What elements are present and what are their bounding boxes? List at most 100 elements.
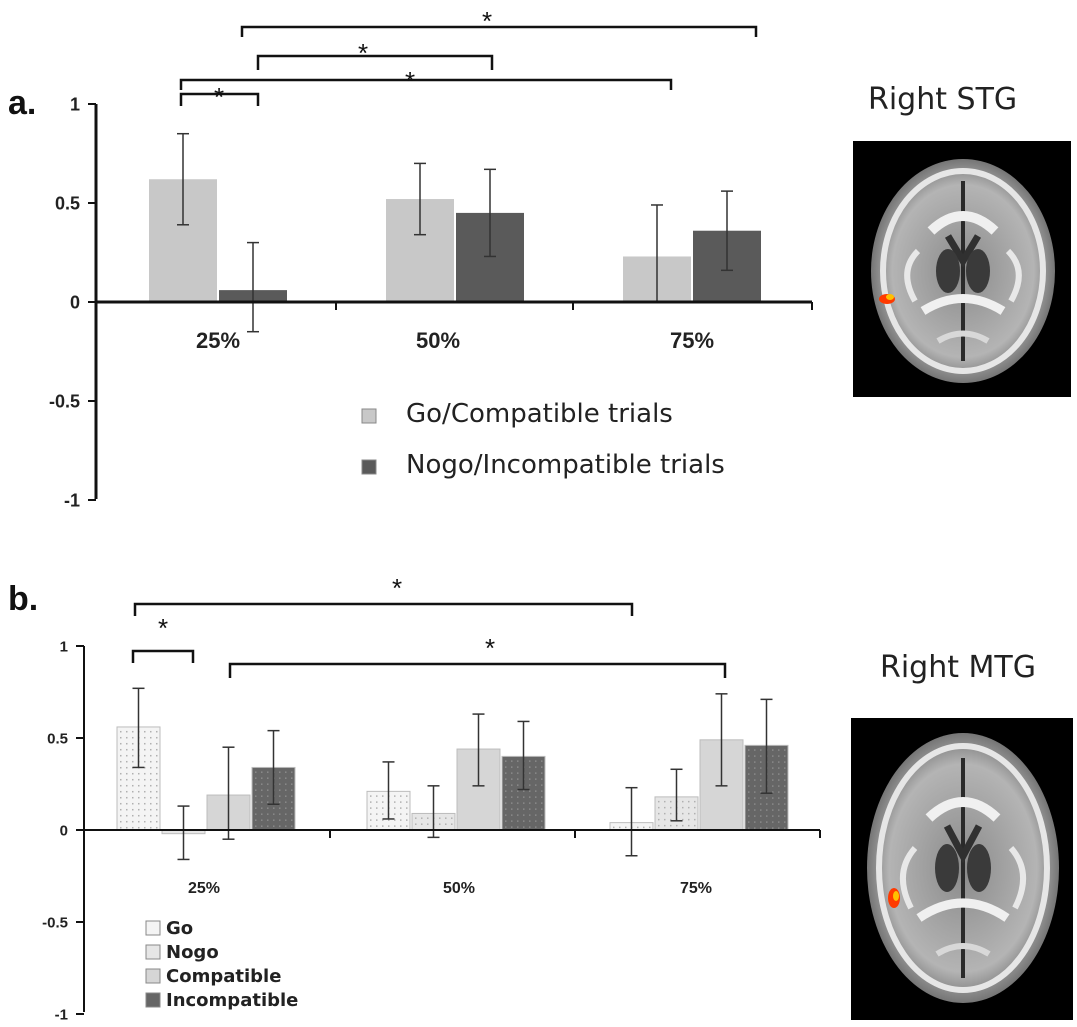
bar-texture-dot <box>619 826 621 829</box>
bar-texture-dot <box>625 826 627 829</box>
bar-texture-dot <box>279 777 281 779</box>
bar-texture-dot <box>126 814 128 817</box>
bar-texture-dot <box>529 790 531 792</box>
bar-texture-dot <box>670 800 672 803</box>
bar-texture-dot <box>285 795 287 797</box>
bar-texture-dot <box>754 797 756 799</box>
y-tick-label: 0 <box>60 822 68 839</box>
bar-texture-dot <box>273 813 275 815</box>
bar-texture-dot <box>535 772 537 774</box>
bar-texture-dot <box>688 812 690 815</box>
bar-texture-dot <box>772 773 774 775</box>
bar-texture-dot <box>382 807 384 809</box>
y-tick-label: 0.5 <box>55 193 80 213</box>
bar-texture-dot <box>523 802 525 804</box>
bar-texture-dot <box>150 736 152 739</box>
bar-texture-dot <box>400 795 402 797</box>
legend-swatch-nogo-incompatible-trials <box>361 459 377 475</box>
bar-texture-dot <box>760 749 762 751</box>
bar-texture-dot <box>760 821 762 823</box>
bar-texture-dot <box>138 826 140 829</box>
bar-texture-dot <box>126 778 128 781</box>
bar-texture-dot <box>150 820 152 823</box>
bar-texture-dot <box>778 785 780 787</box>
bar-texture-dot <box>760 785 762 787</box>
bar-texture-dot <box>279 789 281 791</box>
bar-texture-dot <box>376 825 378 827</box>
bar-texture-dot <box>120 742 122 745</box>
bar-texture-dot <box>406 807 408 809</box>
bar-texture-dot <box>535 778 537 780</box>
bar-texture-dot <box>778 815 780 817</box>
bar-texture-dot <box>541 808 543 810</box>
bar-texture-dot <box>261 825 263 827</box>
bar-texture-dot <box>748 803 750 805</box>
bar-texture-dot <box>748 797 750 799</box>
bar-texture-dot <box>772 815 774 817</box>
bar-texture-dot <box>748 785 750 787</box>
bar-texture-dot <box>150 742 152 745</box>
bar-texture-dot <box>138 784 140 787</box>
bar-texture-dot <box>156 748 158 751</box>
bar-texture-dot <box>445 823 447 825</box>
bar-texture-dot <box>748 815 750 817</box>
bar-texture-dot <box>144 778 146 781</box>
bar-texture-dot <box>784 761 786 763</box>
bar-texture-dot <box>382 801 384 803</box>
bar-texture-dot <box>120 796 122 799</box>
significance-star: * <box>214 82 224 112</box>
bar-texture-dot <box>132 808 134 811</box>
bar-texture-dot <box>772 755 774 757</box>
category-label-25pct: 25% <box>188 880 220 897</box>
bar-texture-dot <box>541 766 543 768</box>
bar-texture-dot <box>120 790 122 793</box>
bar-texture-dot <box>517 784 519 786</box>
bar-texture-dot <box>144 802 146 805</box>
y-tick-label: -0.5 <box>49 391 80 411</box>
bar-texture-dot <box>682 800 684 803</box>
bar-texture-dot <box>778 773 780 775</box>
bar-texture-dot <box>138 790 140 793</box>
panel-label-a: a. <box>8 84 37 122</box>
bar-texture-dot <box>255 783 257 785</box>
bar-texture-dot <box>132 796 134 799</box>
bar-texture-dot <box>778 767 780 769</box>
bar-texture-dot <box>144 796 146 799</box>
bar-texture-dot <box>778 779 780 781</box>
bar-texture-dot <box>535 808 537 810</box>
bar-texture-dot <box>415 823 417 825</box>
bar-texture-dot <box>748 773 750 775</box>
significance-star: * <box>482 6 492 36</box>
bar-texture-dot <box>529 784 531 786</box>
bar-texture-dot <box>529 772 531 774</box>
bar-texture-dot <box>132 778 134 781</box>
bar-texture-dot <box>376 807 378 809</box>
bar-texture-dot <box>427 817 429 819</box>
category-label-25pct: 25% <box>196 328 240 353</box>
bar-texture-dot <box>427 823 429 825</box>
bar-texture-dot <box>376 819 378 821</box>
significance-bracket <box>240 25 758 37</box>
bar-texture-dot <box>291 813 293 815</box>
bar-texture-dot <box>267 777 269 779</box>
bar-texture-dot <box>261 795 263 797</box>
bar-texture-dot <box>517 760 519 762</box>
bar-texture-dot <box>291 771 293 773</box>
bar-texture-dot <box>664 800 666 803</box>
bar-texture-dot <box>138 814 140 817</box>
bar-texture-dot <box>523 820 525 822</box>
bar-texture-dot <box>688 818 690 821</box>
bar-texture-dot <box>505 778 507 780</box>
bar-texture-dot <box>144 748 146 751</box>
bar-texture-dot <box>261 777 263 779</box>
region-title-mtg: Right MTG <box>880 650 1036 685</box>
bar-texture-dot <box>279 801 281 803</box>
bar-texture-dot <box>279 771 281 773</box>
bar-texture-dot <box>772 797 774 799</box>
bar-texture-dot <box>748 821 750 823</box>
bar-texture-dot <box>529 760 531 762</box>
bar-texture-dot <box>784 821 786 823</box>
bar-texture-dot <box>772 809 774 811</box>
bar-texture-dot <box>517 796 519 798</box>
